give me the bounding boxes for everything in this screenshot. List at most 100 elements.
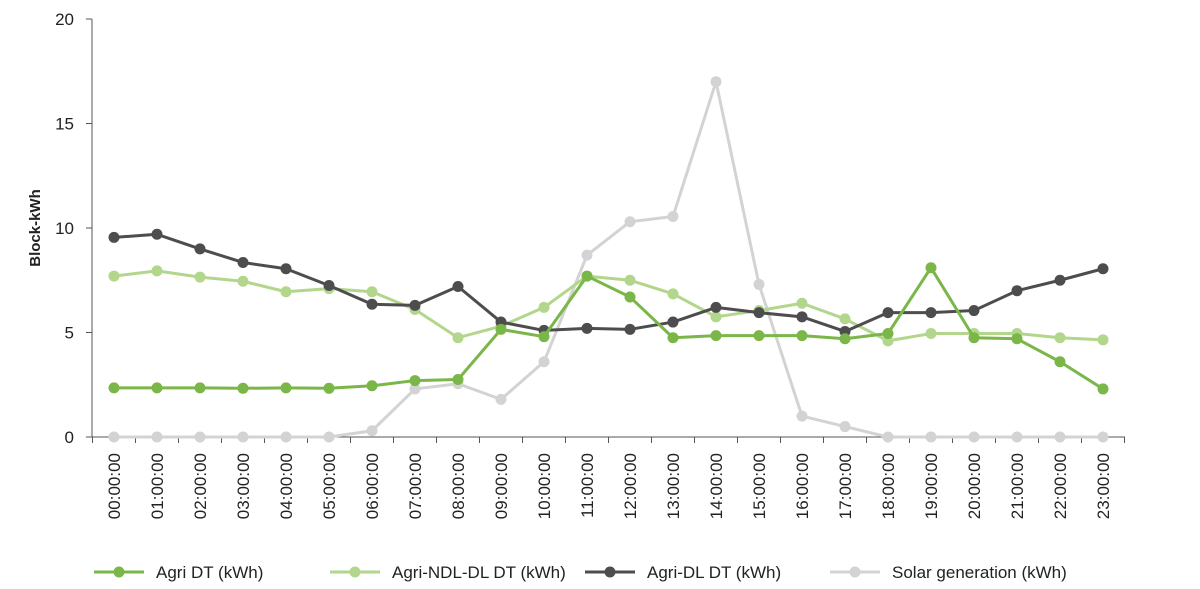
data-point: [968, 305, 980, 317]
data-point: [925, 307, 937, 319]
data-point: [882, 307, 894, 319]
data-point: [495, 323, 507, 335]
x-tick-label: 22:00:00: [1051, 453, 1070, 519]
data-point: [194, 382, 206, 394]
data-point: [968, 332, 980, 344]
data-point: [882, 328, 894, 340]
legend-item: Agri DT (kWh): [94, 563, 263, 582]
data-point: [968, 431, 980, 443]
data-point: [409, 383, 421, 395]
legend-label: Agri-DL DT (kWh): [647, 563, 781, 582]
series-line: [113, 232, 1104, 333]
data-point: [237, 275, 249, 287]
legend-swatch-marker: [113, 566, 125, 578]
data-point: [538, 331, 550, 343]
x-tick-label: 17:00:00: [836, 453, 855, 519]
x-tick-label: 18:00:00: [879, 453, 898, 519]
data-point: [581, 322, 593, 334]
y-tick-label: 20: [55, 10, 74, 29]
data-point: [1054, 274, 1066, 286]
x-tick-label: 07:00:00: [406, 453, 425, 519]
data-point: [194, 271, 206, 283]
data-point: [194, 243, 206, 255]
data-point: [108, 382, 120, 394]
data-point: [151, 228, 163, 240]
data-point: [323, 382, 335, 394]
data-point: [925, 262, 937, 274]
data-point: [796, 297, 808, 309]
data-point: [1097, 263, 1109, 275]
legend-label: Solar generation (kWh): [892, 563, 1067, 582]
y-axis-label: Block-kWh: [27, 189, 44, 267]
data-point: [753, 330, 765, 342]
data-point: [452, 332, 464, 344]
chart-axes: [91, 19, 1125, 438]
data-point: [710, 311, 722, 323]
data-point: [1097, 334, 1109, 346]
data-point: [624, 274, 636, 286]
data-point: [667, 316, 679, 328]
data-point: [323, 279, 335, 291]
legend-swatch-marker: [604, 566, 616, 578]
data-point: [495, 393, 507, 405]
legend-label: Agri DT (kWh): [156, 563, 263, 582]
x-tick-label: 00:00:00: [105, 453, 124, 519]
legend-swatch-marker: [349, 566, 361, 578]
data-point: [667, 211, 679, 223]
data-point: [667, 288, 679, 300]
data-point: [409, 299, 421, 311]
data-point: [882, 431, 894, 443]
data-point: [1054, 356, 1066, 368]
data-point: [1011, 285, 1023, 297]
data-point: [194, 431, 206, 443]
x-tick-label: 01:00:00: [148, 453, 167, 519]
series-line: [113, 269, 1104, 343]
data-point: [710, 301, 722, 313]
data-point: [108, 231, 120, 243]
legend-label: Agri-NDL-DL DT (kWh): [392, 563, 566, 582]
data-point: [796, 410, 808, 422]
data-point: [753, 278, 765, 290]
data-point: [1054, 332, 1066, 344]
data-point: [237, 382, 249, 394]
data-point: [108, 270, 120, 282]
data-point: [366, 380, 378, 392]
data-point: [280, 431, 292, 443]
data-point: [667, 332, 679, 344]
series-2: [108, 228, 1109, 337]
x-axis-ticks: 00:00:00 01:00:00 02:00:00 03:00:00 04:00:00…: [92, 437, 1125, 519]
y-tick-label: 15: [55, 115, 74, 134]
y-tick-label: 0: [65, 428, 74, 447]
x-tick-label: 06:00:00: [363, 453, 382, 519]
x-tick-label: 08:00:00: [449, 453, 468, 519]
data-point: [581, 270, 593, 282]
data-point: [280, 382, 292, 394]
legend-item: Agri-NDL-DL DT (kWh): [330, 563, 566, 582]
x-tick-label: 12:00:00: [621, 453, 640, 519]
data-point: [366, 286, 378, 298]
data-point: [280, 286, 292, 298]
data-point: [151, 382, 163, 394]
legend: Agri DT (kWh) Agri-NDL-DL DT (kWh) Agri-DL…: [94, 563, 1067, 582]
x-tick-label: 15:00:00: [750, 453, 769, 519]
series-layer: [108, 76, 1109, 443]
series-line: [114, 266, 1104, 391]
x-tick-label: 09:00:00: [492, 453, 511, 519]
data-point: [1097, 431, 1109, 443]
series-0: [108, 262, 1109, 395]
x-tick-label: 16:00:00: [793, 453, 812, 519]
x-tick-label: 04:00:00: [277, 453, 296, 519]
y-axis-ticks: 0 5 10 15 20: [55, 10, 92, 447]
data-point: [1097, 383, 1109, 395]
data-point: [624, 323, 636, 335]
x-tick-label: 11:00:00: [578, 453, 597, 518]
series-line: [114, 80, 1103, 439]
x-tick-label: 20:00:00: [965, 453, 984, 519]
data-point: [452, 374, 464, 386]
legend-item: Agri-DL DT (kWh): [585, 563, 781, 582]
y-tick-label: 5: [65, 324, 74, 343]
x-tick-label: 19:00:00: [922, 453, 941, 519]
x-tick-label: 05:00:00: [320, 453, 339, 519]
data-point: [624, 291, 636, 303]
